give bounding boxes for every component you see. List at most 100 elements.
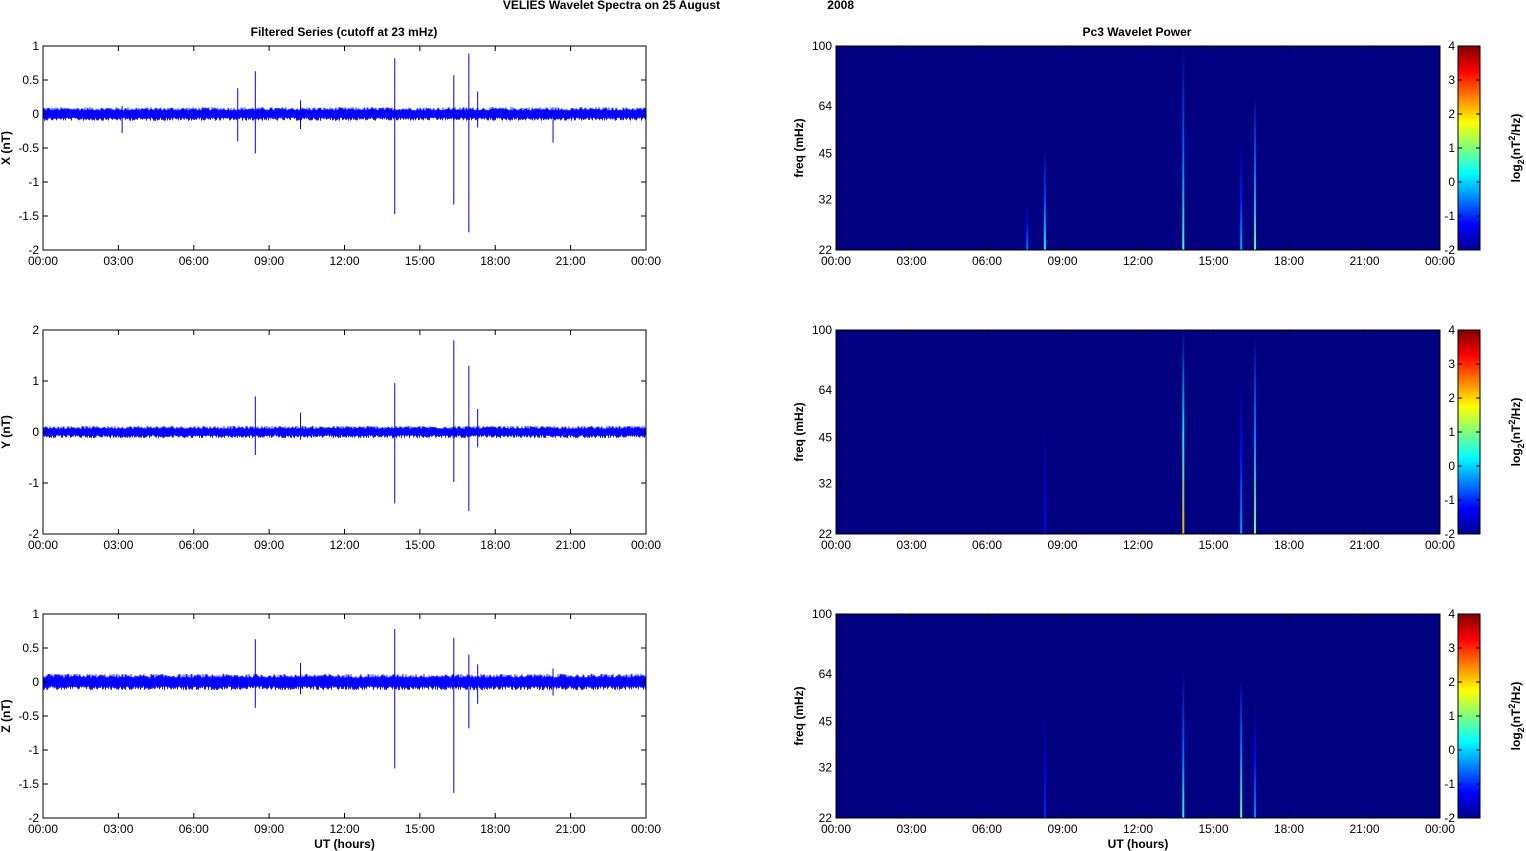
- y-tick-label: 32: [819, 761, 833, 775]
- time-series-panel: 1 0.5 0 -0.5 -1 -1.5 -2 X (nT) 00:00 03:00 06:00 09…: [0, 39, 661, 268]
- x-tick-label: 06:00: [972, 822, 1002, 836]
- y-tick-label: 0.5: [22, 641, 39, 655]
- y-axis-label: freq (mHz): [792, 118, 806, 177]
- left-column-title: Filtered Series (cutoff at 23 mHz): [251, 25, 438, 39]
- y-tick-label: 45: [819, 715, 833, 729]
- panels: 1 0.5 0 -0.5 -1 -1.5 -2 X (nT) 00:00 03:00 06:00 09…: [0, 39, 1526, 851]
- y-tick-label: 32: [819, 193, 833, 207]
- colorbar-tick-label: -1: [1444, 777, 1455, 791]
- y-tick-label: 1: [32, 39, 39, 53]
- x-tick-label: 18:00: [1274, 822, 1304, 836]
- x-tick-label: 12:00: [1123, 538, 1153, 552]
- y-axis-label: Y (nT): [0, 415, 13, 449]
- y-tick-label: -0.5: [18, 709, 39, 723]
- x-tick-label: 03:00: [896, 254, 926, 268]
- y-tick-label: 64: [819, 99, 833, 113]
- signal-trace: [42, 673, 647, 691]
- x-tick-label: 00:00: [28, 538, 58, 552]
- power-streak: [1043, 418, 1046, 534]
- colorbar-tick-label: -2: [1444, 811, 1455, 825]
- y-tick-label: 100: [812, 607, 832, 621]
- x-tick-label: 09:00: [254, 538, 284, 552]
- x-tick-label: 00:00: [1425, 822, 1455, 836]
- colorbar-tick-label: -2: [1444, 243, 1455, 257]
- y-tick-label: 100: [812, 39, 832, 53]
- x-tick-label: 18:00: [1274, 254, 1304, 268]
- x-tick-label: 15:00: [405, 254, 435, 268]
- y-tick-label: 1: [32, 374, 39, 388]
- power-streak: [1254, 702, 1257, 818]
- x-tick-label: 15:00: [1198, 254, 1228, 268]
- colorbar-tick-label: 0: [1448, 459, 1455, 473]
- y-tick-label: 32: [819, 477, 833, 491]
- x-tick-label: 09:00: [1047, 538, 1077, 552]
- x-tick-label: 03:00: [896, 538, 926, 552]
- colorbar-tick-label: 1: [1448, 709, 1455, 723]
- colorbar-tick-label: 3: [1448, 357, 1455, 371]
- y-axis-label: X (nT): [0, 131, 13, 165]
- power-streak: [1182, 669, 1185, 818]
- colorbar-tick-label: 4: [1448, 39, 1455, 53]
- colorbar-tick-label: 1: [1448, 141, 1455, 155]
- y-tick-label: -2: [28, 527, 39, 541]
- y-tick-label: 1: [32, 607, 39, 621]
- x-tick-label: 15:00: [1198, 822, 1228, 836]
- y-tick-label: 0: [32, 675, 39, 689]
- x-tick-label: 12:00: [329, 254, 359, 268]
- x-tick-label: 15:00: [405, 822, 435, 836]
- x-tick-label: 15:00: [405, 538, 435, 552]
- power-streak: [1240, 378, 1243, 534]
- x-tick-label: 18:00: [1274, 538, 1304, 552]
- x-tick-label: 15:00: [1198, 538, 1228, 552]
- x-tick-label: 00:00: [631, 254, 661, 268]
- colorbar-tick-label: 3: [1448, 73, 1455, 87]
- power-streak: [1043, 147, 1046, 250]
- colorbar-tick-label: 2: [1448, 107, 1455, 121]
- x-tick-label: 00:00: [1425, 254, 1455, 268]
- colorbar-tick-label: -1: [1444, 493, 1455, 507]
- colorbar-tick-label: 0: [1448, 175, 1455, 189]
- power-streak: [1026, 199, 1029, 250]
- y-tick-label: 22: [819, 527, 833, 541]
- figure-title: VELIES Wavelet Spectra on 25 August: [503, 0, 720, 12]
- y-tick-label: 64: [819, 667, 833, 681]
- power-streak: [1240, 678, 1243, 818]
- x-tick-label: 21:00: [1349, 538, 1379, 552]
- x-tick-label: 12:00: [1123, 254, 1153, 268]
- y-tick-label: 45: [819, 431, 833, 445]
- x-tick-label: 00:00: [821, 822, 851, 836]
- x-tick-label: 00:00: [821, 254, 851, 268]
- y-tick-label: 64: [819, 383, 833, 397]
- heatmap-background: [836, 330, 1440, 534]
- colorbar-label: log2(nT2/Hz): [1507, 398, 1526, 467]
- y-tick-label: 2: [32, 323, 39, 337]
- y-tick-label: 0: [32, 425, 39, 439]
- colorbar-tick-label: -1: [1444, 209, 1455, 223]
- x-tick-label: 06:00: [179, 254, 209, 268]
- x-tick-label: 06:00: [972, 538, 1002, 552]
- x-tick-label: 00:00: [28, 254, 58, 268]
- x-tick-label: 21:00: [556, 254, 586, 268]
- y-tick-label: 0: [32, 107, 39, 121]
- x-tick-label: 21:00: [556, 822, 586, 836]
- y-tick-label: 100: [812, 323, 832, 337]
- colorbar-tick-label: 0: [1448, 743, 1455, 757]
- x-tick-label: 18:00: [480, 538, 510, 552]
- colorbar-tick-label: -2: [1444, 527, 1455, 541]
- x-tick-label: 06:00: [972, 254, 1002, 268]
- x-tick-label: 00:00: [631, 538, 661, 552]
- signal-trace: [42, 425, 647, 439]
- plot-area: [43, 614, 646, 818]
- y-tick-label: -1.5: [18, 209, 39, 223]
- power-streak: [1182, 46, 1185, 250]
- x-tick-label: 12:00: [329, 538, 359, 552]
- x-tick-label: 03:00: [103, 538, 133, 552]
- x-tick-label: 09:00: [1047, 254, 1077, 268]
- y-tick-label: -1.5: [18, 777, 39, 791]
- x-tick-label: 21:00: [1349, 822, 1379, 836]
- x-axis-label: UT (hours): [314, 837, 375, 851]
- right-column-title: Pc3 Wavelet Power: [1083, 25, 1192, 39]
- power-streak: [1240, 144, 1243, 250]
- signal-trace: [42, 107, 647, 121]
